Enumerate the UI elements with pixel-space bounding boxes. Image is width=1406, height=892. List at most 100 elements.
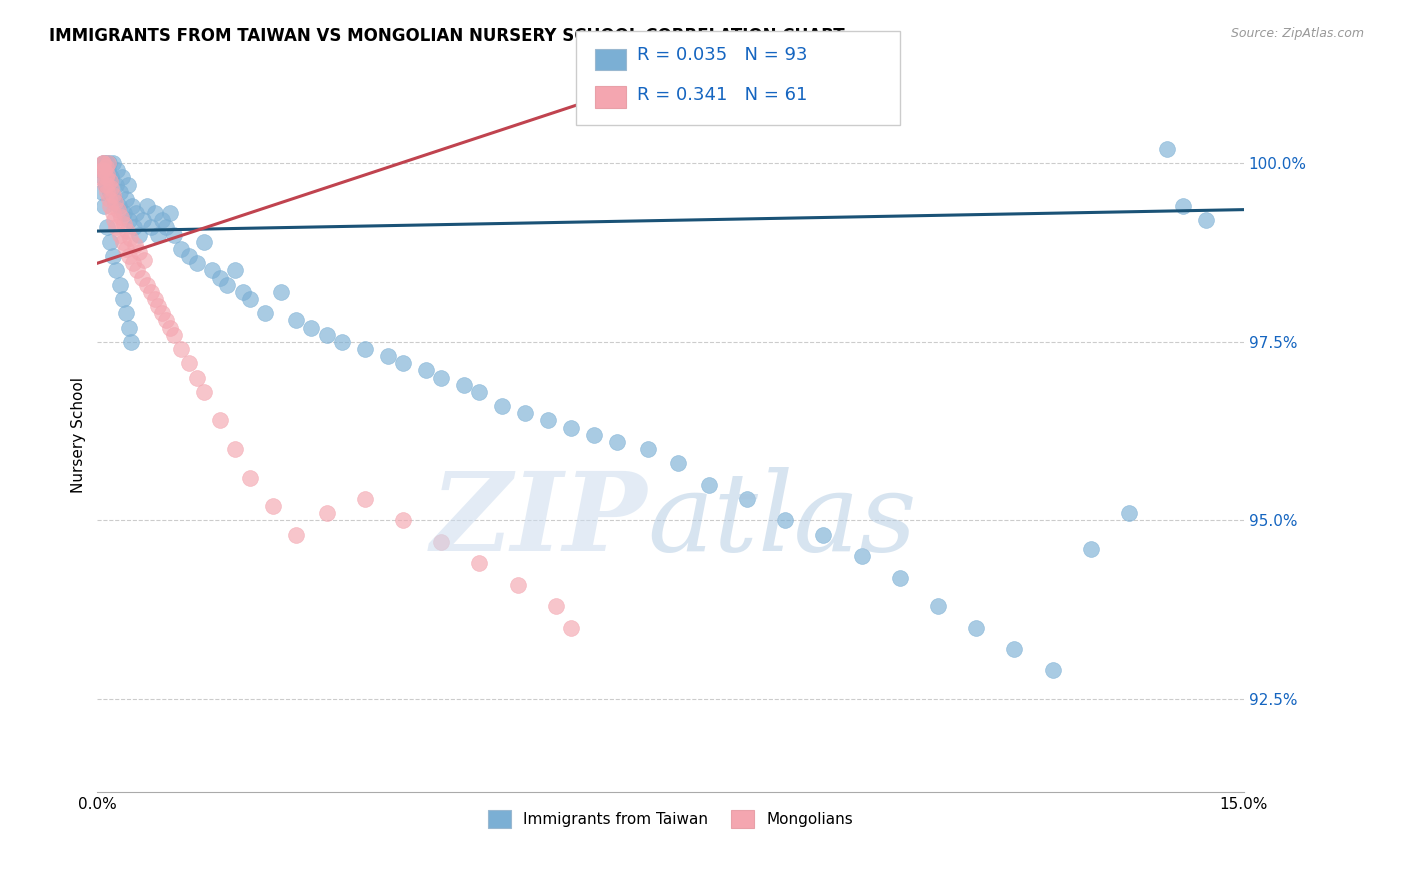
Point xyxy=(112,217,135,231)
Point xyxy=(111,170,134,185)
Point xyxy=(91,185,114,199)
Point xyxy=(96,185,118,199)
Point xyxy=(606,434,628,449)
Point xyxy=(159,320,181,334)
Point xyxy=(193,384,215,399)
Point xyxy=(98,185,121,199)
Legend: Immigrants from Taiwan, Mongolians: Immigrants from Taiwan, Mongolians xyxy=(482,804,859,834)
Point xyxy=(91,156,114,170)
Point xyxy=(118,249,141,263)
Point xyxy=(132,213,155,227)
Point xyxy=(93,170,115,185)
Point xyxy=(127,263,149,277)
Point xyxy=(889,571,911,585)
Point xyxy=(224,263,246,277)
Point xyxy=(105,263,128,277)
Point xyxy=(315,327,337,342)
Point xyxy=(239,292,262,306)
Point xyxy=(132,252,155,267)
Point xyxy=(136,199,159,213)
Point xyxy=(537,413,560,427)
Point xyxy=(1042,664,1064,678)
Point xyxy=(965,621,987,635)
Point xyxy=(112,206,135,220)
Point xyxy=(155,313,177,327)
Point xyxy=(560,621,582,635)
Point xyxy=(111,235,134,249)
Point xyxy=(93,156,115,170)
Point xyxy=(120,334,142,349)
Point xyxy=(93,199,115,213)
Point xyxy=(96,167,118,181)
Point xyxy=(136,277,159,292)
Point xyxy=(94,160,117,174)
Point xyxy=(217,277,239,292)
Point xyxy=(120,231,142,245)
Point xyxy=(108,277,131,292)
Point xyxy=(105,220,128,235)
Y-axis label: Nursery School: Nursery School xyxy=(72,376,86,492)
Point xyxy=(118,320,141,334)
Point xyxy=(208,270,231,285)
Point xyxy=(1004,642,1026,657)
Point xyxy=(103,213,125,227)
Point xyxy=(927,599,949,614)
Point xyxy=(224,442,246,456)
Text: IMMIGRANTS FROM TAIWAN VS MONGOLIAN NURSERY SCHOOL CORRELATION CHART: IMMIGRANTS FROM TAIWAN VS MONGOLIAN NURS… xyxy=(49,27,845,45)
Point xyxy=(330,334,353,349)
Point xyxy=(101,206,124,220)
Point xyxy=(285,313,308,327)
Point xyxy=(163,227,186,242)
Point xyxy=(299,320,322,334)
Point xyxy=(491,399,513,413)
Point xyxy=(97,156,120,170)
Point xyxy=(90,163,112,178)
Point xyxy=(468,384,491,399)
Point xyxy=(377,349,399,363)
Point xyxy=(697,477,720,491)
Point xyxy=(150,213,173,227)
Point xyxy=(110,185,132,199)
Point xyxy=(96,156,118,170)
Point xyxy=(515,406,537,420)
Point xyxy=(107,199,129,213)
Point xyxy=(430,534,453,549)
Point xyxy=(773,513,796,527)
Point xyxy=(155,220,177,235)
Text: Source: ZipAtlas.com: Source: ZipAtlas.com xyxy=(1230,27,1364,40)
Point xyxy=(104,195,127,210)
Point xyxy=(544,599,567,614)
Point xyxy=(208,413,231,427)
Point xyxy=(1156,142,1178,156)
Point xyxy=(583,427,606,442)
Point xyxy=(121,256,143,270)
Point xyxy=(506,578,529,592)
Point xyxy=(177,356,200,370)
Point xyxy=(239,470,262,484)
Point xyxy=(148,227,170,242)
Point xyxy=(97,192,120,206)
Point xyxy=(97,163,120,178)
Text: ZIP: ZIP xyxy=(432,467,648,574)
Point xyxy=(353,491,375,506)
Point xyxy=(159,206,181,220)
Point xyxy=(735,491,758,506)
Point xyxy=(121,199,143,213)
Point xyxy=(98,235,121,249)
Text: R = 0.035   N = 93: R = 0.035 N = 93 xyxy=(637,46,807,64)
Point xyxy=(128,245,150,260)
Point xyxy=(98,199,121,213)
Point xyxy=(101,156,124,170)
Point xyxy=(430,370,453,384)
Point xyxy=(128,227,150,242)
Point xyxy=(93,156,115,170)
Point xyxy=(107,202,129,217)
Point xyxy=(232,285,254,299)
Text: atlas: atlas xyxy=(648,467,917,574)
Point xyxy=(114,306,136,320)
Point xyxy=(415,363,437,377)
Point xyxy=(201,263,224,277)
Point xyxy=(94,170,117,185)
Point xyxy=(110,210,132,224)
Point xyxy=(93,163,115,178)
